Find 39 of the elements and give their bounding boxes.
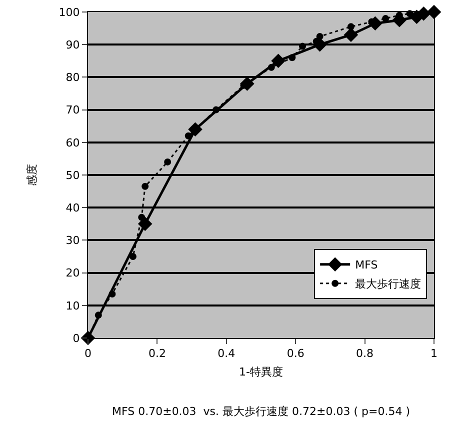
point	[271, 54, 286, 68]
y-tick-label: 10	[66, 299, 80, 312]
point	[94, 312, 102, 319]
x-tick-label: 0.8	[356, 347, 374, 360]
y-tick-label: 100	[58, 6, 80, 19]
point	[138, 214, 146, 221]
legend-label: 最大歩行速度	[355, 278, 422, 291]
y-tick-label: 60	[66, 136, 80, 150]
x-axis-title: 1-特異度	[239, 365, 283, 378]
y-tick-label: 30	[66, 234, 80, 248]
point	[108, 290, 116, 298]
y-tick-label: 50	[66, 168, 80, 182]
x-tick-label: 0	[84, 347, 92, 360]
point	[268, 64, 275, 71]
point	[129, 253, 136, 260]
point	[344, 28, 358, 42]
y-tick-label: 80	[66, 71, 80, 84]
point	[184, 132, 192, 140]
y-tick-label: 70	[66, 104, 80, 117]
point	[382, 15, 390, 22]
legend-label: MFS	[355, 258, 378, 272]
point	[288, 54, 296, 62]
x-tick-label: 0.6	[286, 347, 304, 360]
point	[142, 182, 149, 190]
y-tick-label: 20	[66, 266, 80, 280]
point	[188, 122, 202, 137]
point	[316, 32, 324, 40]
y-tick-label: 40	[66, 201, 80, 214]
point	[164, 158, 172, 166]
point	[212, 106, 220, 114]
y-tick-label: 90	[66, 38, 80, 52]
x-tick-label: 1	[430, 347, 438, 360]
x-tick-label: 0.4	[218, 347, 236, 360]
point	[347, 23, 354, 30]
text: MFS 0.70±0.03 vs. 最大歩行速度 0.72±0.03 ( p=0.54 )	[112, 405, 410, 418]
y-axis-title: 感度	[25, 164, 38, 186]
point	[299, 42, 306, 50]
y-tick-label: 0	[72, 332, 80, 345]
x-tick-label: 0.2	[148, 347, 166, 360]
